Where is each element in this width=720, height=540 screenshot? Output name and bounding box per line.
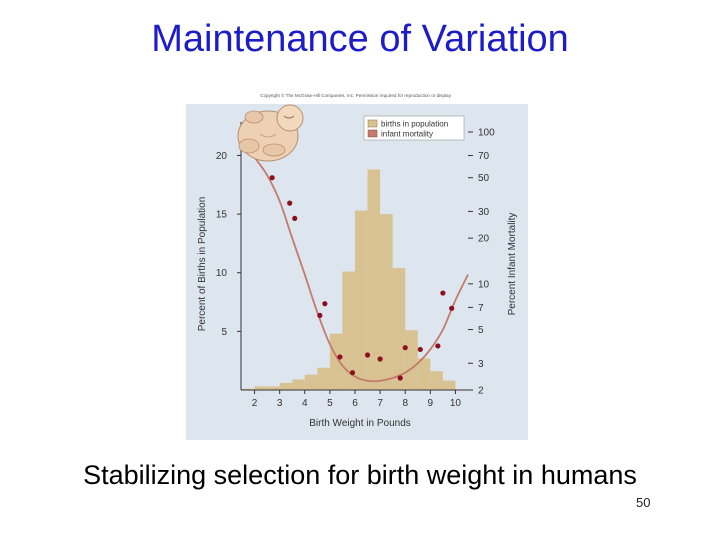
- bar-births-2: [267, 386, 280, 390]
- y2-tick-label-2: 5: [478, 325, 484, 336]
- bar-births-13: [405, 330, 418, 390]
- legend-swatch-mortality: [367, 129, 378, 138]
- y2-tick-label-1: 3: [478, 359, 484, 370]
- y2-tick-label-8: 70: [478, 151, 490, 162]
- bar-births-16: [442, 380, 456, 390]
- y2-tick-label-9: 100: [478, 128, 495, 139]
- mortality-point-13: [435, 343, 441, 349]
- y2-tick-label-7: 50: [478, 173, 490, 184]
- bar-births-8: [342, 271, 355, 390]
- legend-swatch-births: [367, 119, 378, 128]
- bar-births-0: [242, 388, 255, 390]
- mortality-point-15: [449, 305, 455, 311]
- legend-label-births: births in population: [381, 120, 448, 129]
- birth-weight-chart: Copyright © The McGraw-Hill Companies, I…: [197, 92, 518, 429]
- y2-tick-label-5: 20: [478, 234, 490, 245]
- bar-births-15: [430, 371, 443, 390]
- bar-births-11: [380, 214, 393, 390]
- y2-axis-label: Percent Infant Mortality: [507, 213, 518, 316]
- mortality-point-3: [292, 215, 298, 221]
- mortality-point-4: [317, 312, 323, 318]
- y2-tick-label-4: 10: [478, 279, 490, 290]
- x-tick-label-6: 8: [402, 398, 408, 409]
- bar-births-5: [304, 374, 318, 390]
- y-tick-label-3: 20: [216, 151, 228, 162]
- y2-tick-label-6: 30: [478, 207, 490, 218]
- mortality-curve: [253, 156, 469, 383]
- y-tick-label-0: 5: [221, 327, 227, 338]
- page-number: 50: [636, 495, 651, 510]
- x-tick-label-5: 7: [377, 398, 383, 409]
- mortality-point-7: [349, 370, 356, 376]
- x-tick-label-0: 2: [252, 398, 258, 409]
- y2-tick-label-0: 2: [478, 386, 484, 397]
- mortality-point-14: [440, 290, 446, 296]
- mortality-point-2: [287, 200, 293, 206]
- x-axis-label: Birth Weight in Pounds: [309, 418, 411, 429]
- legend-label-mortality: infant mortality: [381, 130, 433, 139]
- bar-births-3: [279, 382, 293, 390]
- mortality-point-12: [417, 346, 423, 353]
- copyright-notice: Copyright © The McGraw-Hill Companies, I…: [260, 92, 452, 98]
- x-tick-label-2: 4: [302, 398, 308, 409]
- x-tick-label-1: 3: [277, 398, 283, 409]
- mortality-point-9: [377, 356, 383, 362]
- mortality-point-5: [322, 301, 328, 307]
- x-tick-label-7: 9: [428, 398, 434, 409]
- bar-births-9: [355, 210, 368, 390]
- newborn-baby-icon: [237, 104, 304, 162]
- x-tick-label-4: 6: [352, 398, 358, 409]
- chart-legend: births in population infant mortality: [363, 115, 465, 141]
- bar-births-1: [254, 386, 268, 390]
- plot-area: 2 3 4 5 6 7 8 9 10 5 10 15 20 2 3 5 7 10 20 30 50 70 100: [216, 122, 495, 409]
- x-tick-label-8: 10: [450, 398, 462, 409]
- bar-births-4: [292, 379, 305, 390]
- x-tick-label-3: 5: [327, 398, 333, 409]
- bar-births-12: [392, 268, 406, 390]
- mortality-point-10: [397, 375, 403, 381]
- mortality-point-11: [402, 345, 408, 351]
- slide-title: Maintenance of Variation: [151, 18, 569, 60]
- y-tick-label-1: 10: [216, 268, 228, 279]
- mortality-point-6: [337, 354, 343, 360]
- y-axis-label: Percent of Births in Population: [197, 197, 208, 332]
- mortality-point-1: [269, 175, 275, 181]
- slide-caption: Stabilizing selection for birth weight i…: [83, 460, 637, 490]
- y2-tick-label-3: 7: [478, 303, 484, 314]
- bar-births-10: [367, 169, 381, 390]
- bar-births-6: [317, 367, 330, 390]
- y-tick-label-2: 15: [216, 210, 228, 221]
- mortality-point-8: [364, 352, 371, 358]
- bar-births-14: [417, 358, 431, 390]
- bar-births-7: [329, 333, 343, 390]
